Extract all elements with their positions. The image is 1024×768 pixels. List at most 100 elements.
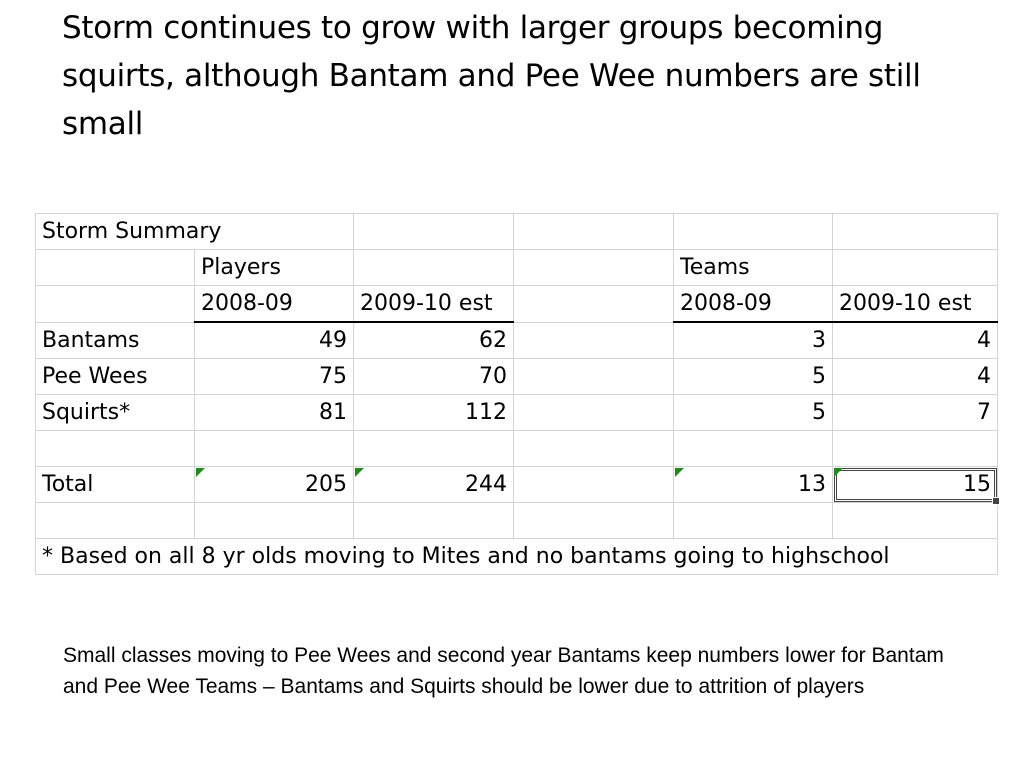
total-cell[interactable]: 13 [673, 466, 833, 503]
slide-title: Storm continues to grow with larger grou… [62, 10, 921, 142]
row-label-cell[interactable]: Bantams [35, 321, 195, 359]
cell[interactable] [513, 466, 674, 503]
cell-value: 75 [319, 364, 347, 389]
cell[interactable]: 75 [194, 358, 354, 395]
cell[interactable] [513, 394, 674, 431]
cell[interactable] [194, 502, 354, 539]
error-indicator-icon [355, 468, 364, 477]
cell[interactable] [513, 321, 674, 359]
cell-value: 81 [319, 400, 347, 425]
teams-header: Teams [680, 255, 750, 280]
row-label-cell[interactable]: Pee Wees [35, 358, 195, 395]
cell[interactable] [513, 213, 674, 250]
cell[interactable]: 7 [832, 394, 998, 431]
players-2009-header-cell[interactable]: 2009-10 est [353, 285, 514, 323]
sheet-title-cell[interactable]: Storm Summary [35, 213, 221, 250]
table-row: * Based on all 8 yr olds moving to Mites… [35, 538, 998, 575]
cell[interactable] [194, 213, 354, 250]
cell[interactable] [513, 285, 674, 323]
row-label: Bantams [42, 327, 140, 353]
row-label-cell[interactable]: Squirts* [35, 394, 195, 431]
row-label: Pee Wees [42, 364, 148, 389]
cell[interactable] [832, 430, 998, 467]
column-header: 2008-09 [680, 291, 772, 316]
cell[interactable]: 62 [353, 321, 514, 359]
cell[interactable]: 4 [832, 358, 998, 395]
total-cell[interactable]: 205 [194, 466, 354, 503]
error-indicator-icon [834, 468, 843, 477]
teams-2008-header-cell[interactable]: 2008-09 [673, 285, 833, 323]
cell-value: 205 [305, 472, 347, 497]
cell-value: 3 [812, 328, 826, 353]
column-header: 2009-10 est [360, 291, 493, 316]
cell-value: 70 [479, 364, 507, 389]
cell-value: 13 [798, 472, 826, 497]
cell[interactable] [832, 502, 998, 539]
cell-value: 4 [977, 364, 991, 389]
cell[interactable] [513, 502, 674, 539]
cell-value: 244 [465, 472, 507, 497]
selected-cell[interactable]: 15 [832, 466, 1000, 505]
slide-footnote: Small classes moving to Pee Wees and sec… [63, 644, 944, 698]
cell[interactable]: 5 [673, 358, 833, 395]
cell[interactable]: 49 [194, 321, 354, 359]
cell[interactable] [35, 285, 195, 323]
cell[interactable] [513, 358, 674, 395]
cell[interactable] [35, 249, 195, 286]
players-header-cell[interactable]: Players [194, 249, 354, 286]
error-indicator-icon [196, 468, 205, 477]
cell[interactable]: 81 [194, 394, 354, 431]
cell[interactable] [513, 430, 674, 467]
column-header: 2008-09 [201, 291, 293, 316]
cell[interactable] [673, 430, 833, 467]
cell[interactable]: 70 [353, 358, 514, 395]
spreadsheet-table: Storm Summary Players Teams 2008-09 2009… [35, 213, 1000, 590]
cell-value: 49 [319, 328, 347, 353]
cell[interactable] [513, 249, 674, 286]
cell[interactable] [673, 213, 833, 250]
table-row [35, 502, 998, 539]
table-row: Players Teams [35, 249, 998, 286]
total-label-cell[interactable]: Total [35, 466, 195, 503]
cell[interactable]: 4 [832, 321, 998, 359]
cell[interactable] [35, 502, 195, 539]
table-row: Squirts* 81 112 5 7 [35, 394, 998, 431]
sheet-note: * Based on all 8 yr olds moving to Mites… [42, 544, 890, 569]
cell[interactable] [194, 430, 354, 467]
teams-2009-header-cell[interactable]: 2009-10 est [832, 285, 998, 323]
table-row: Total 205 244 13 15 [35, 466, 1000, 505]
row-label: Squirts* [42, 400, 131, 425]
table-row: 2008-09 2009-10 est 2008-09 2009-10 est [35, 285, 998, 323]
cell-value: 62 [479, 328, 507, 353]
cell-value: 112 [465, 400, 507, 425]
cell-value: 7 [977, 400, 991, 425]
column-header: 2009-10 est [839, 291, 972, 316]
cell-value: 5 [812, 400, 826, 425]
cell[interactable] [353, 502, 514, 539]
cell[interactable] [673, 502, 833, 539]
total-label: Total [42, 472, 94, 497]
cell-value: 15 [963, 472, 991, 497]
cell[interactable] [353, 430, 514, 467]
error-indicator-icon [675, 468, 684, 477]
players-header: Players [201, 255, 281, 280]
cell[interactable]: 5 [673, 394, 833, 431]
sheet-title: Storm Summary [42, 219, 222, 244]
cell[interactable] [832, 213, 998, 250]
table-row: Pee Wees 75 70 5 4 [35, 358, 998, 395]
note-cell[interactable]: * Based on all 8 yr olds moving to Mites… [35, 538, 998, 575]
cell[interactable] [832, 249, 998, 286]
cell[interactable] [353, 249, 514, 286]
cell[interactable]: 112 [353, 394, 514, 431]
table-row: Bantams 49 62 3 4 [35, 321, 998, 359]
cell[interactable] [35, 430, 195, 467]
total-cell[interactable]: 244 [353, 466, 514, 503]
table-row: Storm Summary [35, 213, 998, 250]
players-2008-header-cell[interactable]: 2008-09 [194, 285, 354, 323]
cell-value: 5 [812, 364, 826, 389]
cell[interactable] [353, 213, 514, 250]
table-row [35, 430, 998, 467]
teams-header-cell[interactable]: Teams [673, 249, 833, 286]
cell[interactable]: 3 [673, 321, 833, 359]
cell-value: 4 [977, 328, 991, 353]
